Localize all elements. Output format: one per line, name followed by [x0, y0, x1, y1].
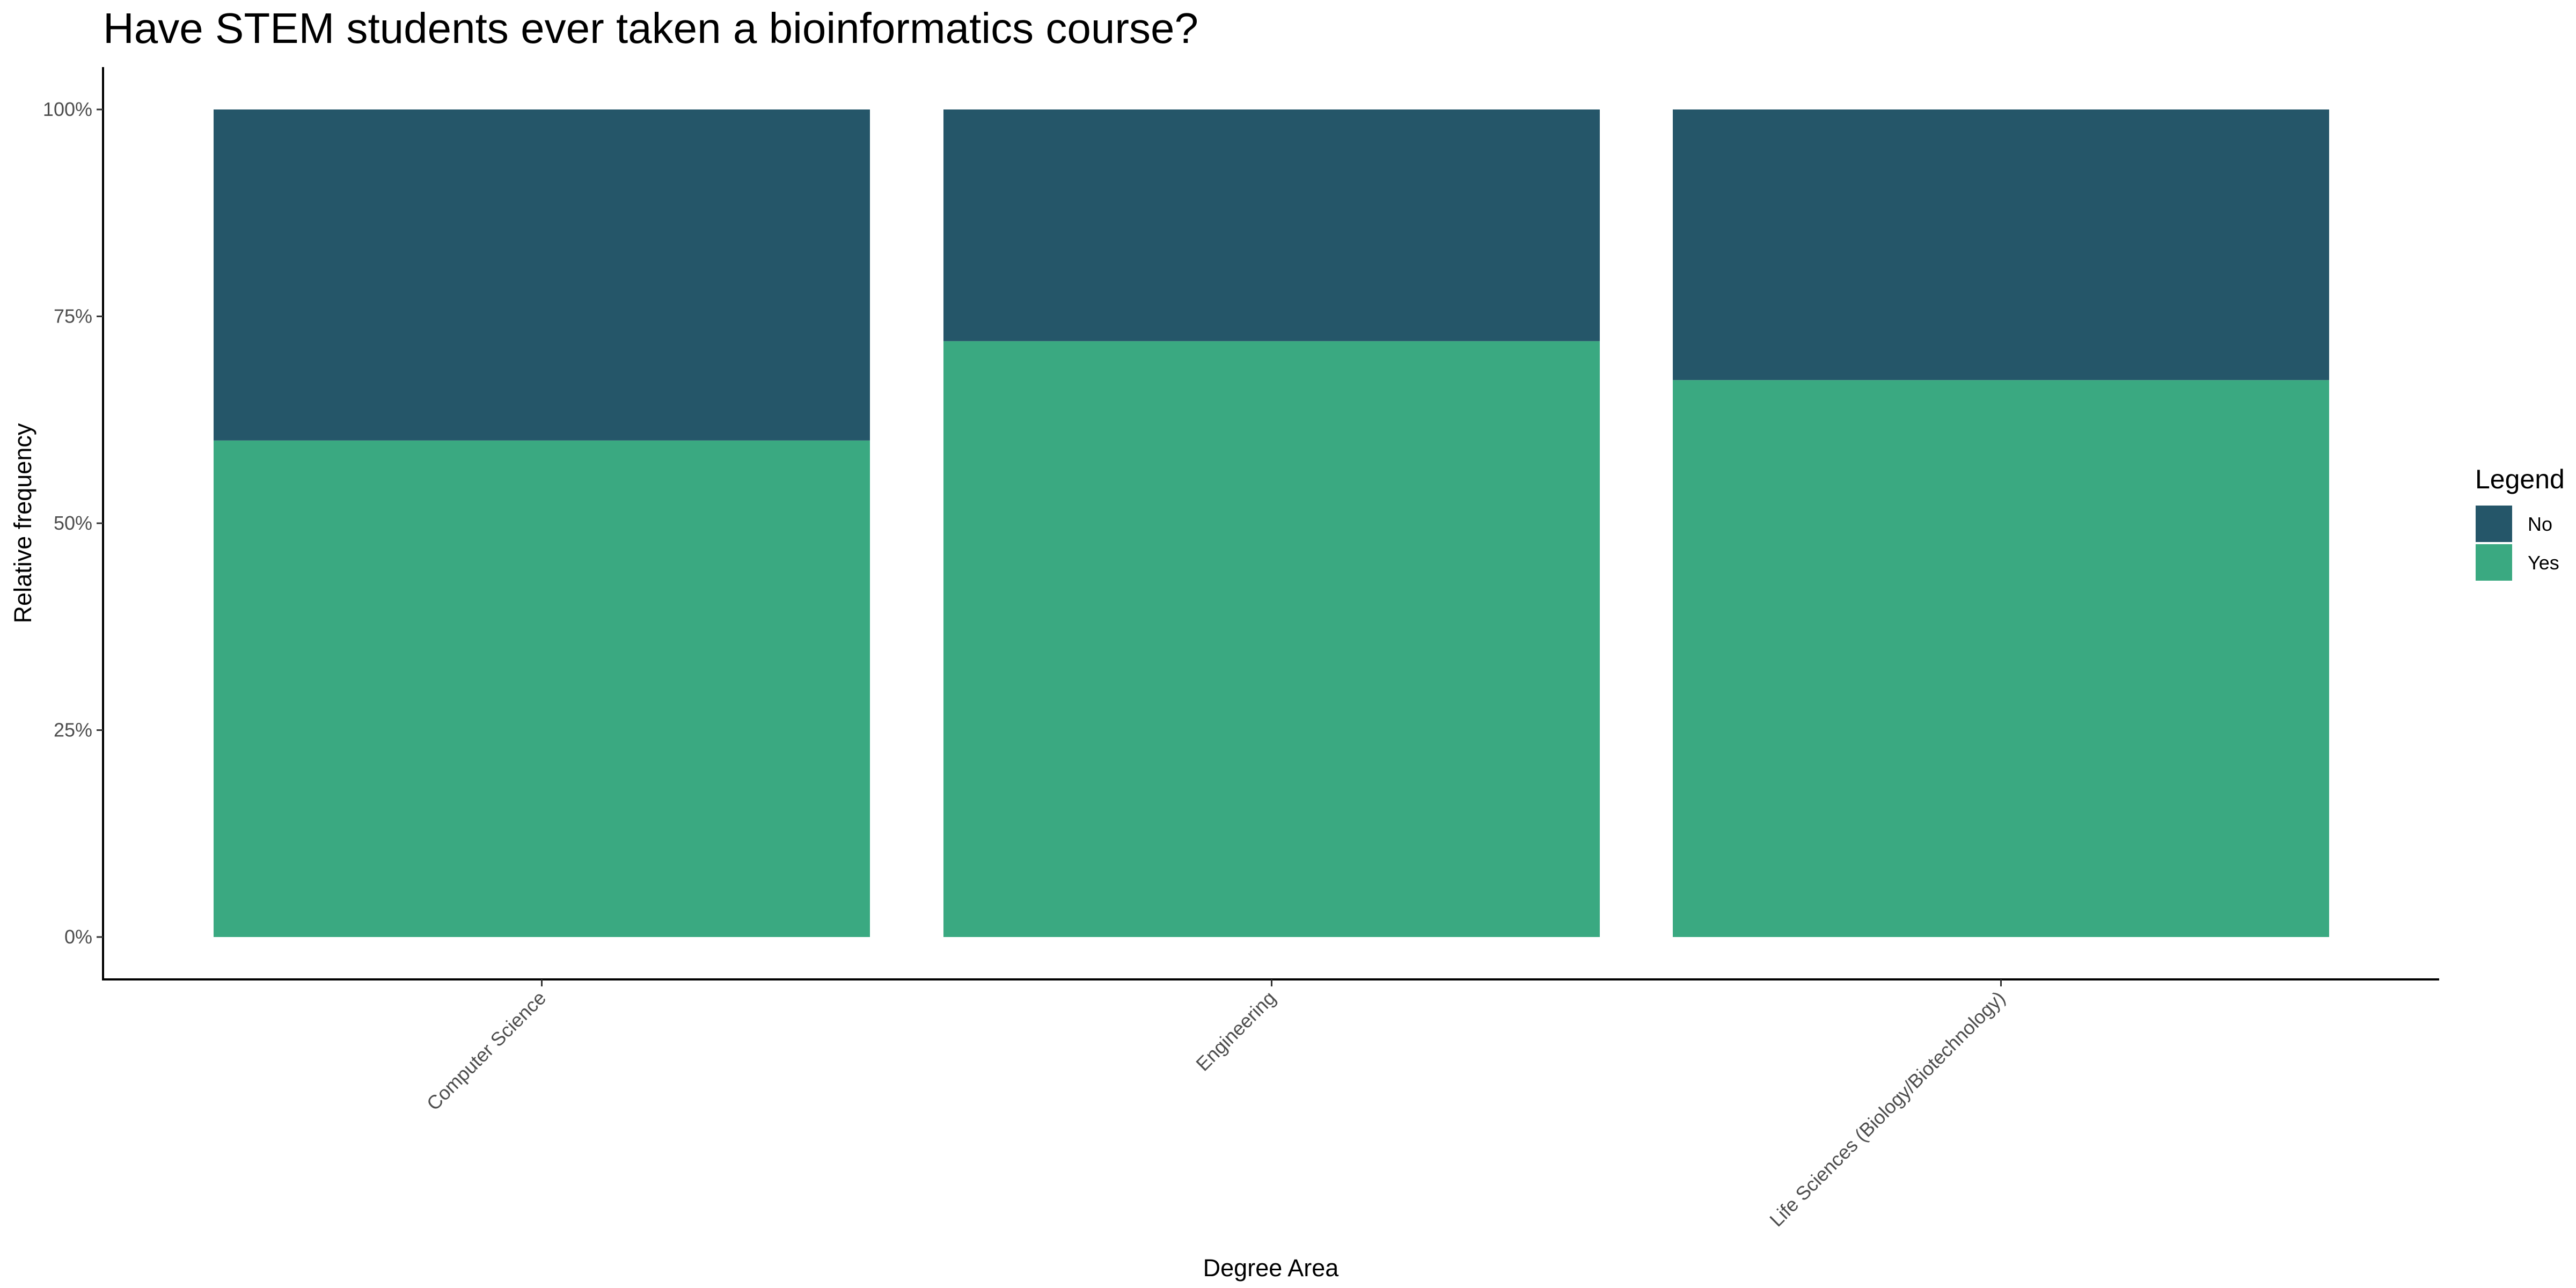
x-ticks: Computer Science Engineering Life Sciences… — [422, 979, 2009, 1231]
legend: Legend No Yes — [2475, 464, 2565, 581]
bar-yes-1 — [943, 341, 1600, 937]
x-axis-title: Degree Area — [1203, 1254, 1340, 1282]
y-tick-label: 100% — [43, 98, 92, 120]
bar-no-2 — [1673, 109, 2329, 380]
y-tick-label: 50% — [54, 512, 92, 534]
bar-no-0 — [214, 109, 870, 441]
x-tick-label: Computer Science — [422, 987, 550, 1115]
legend-title: Legend — [2475, 464, 2565, 494]
y-tick-label: 0% — [64, 926, 92, 948]
y-axis-title: Relative frequency — [9, 423, 36, 623]
bar-yes-2 — [1673, 380, 2329, 937]
y-tick-label: 75% — [54, 305, 92, 327]
bar-no-1 — [943, 109, 1600, 341]
legend-swatch-no — [2476, 506, 2512, 542]
y-ticks: 0% 25% 50% 75% 100% — [43, 98, 103, 948]
legend-label-no: No — [2528, 513, 2552, 535]
y-tick-label: 25% — [54, 719, 92, 741]
bar-yes-0 — [214, 440, 870, 937]
bars-layer — [214, 109, 2329, 937]
x-tick-label: Engineering — [1191, 987, 1280, 1075]
chart-title: Have STEM students ever taken a bioinfor… — [103, 4, 1198, 52]
legend-swatch-yes — [2476, 544, 2512, 581]
legend-label-yes: Yes — [2528, 552, 2559, 574]
x-tick-label: Life Sciences (Biology/Biotechnology) — [1765, 987, 2009, 1231]
